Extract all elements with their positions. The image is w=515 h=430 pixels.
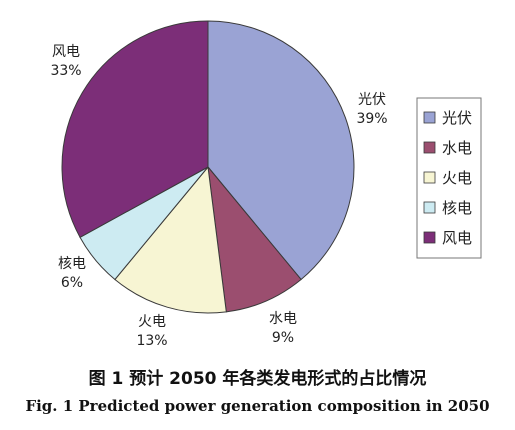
slice-label-name-5: 风电 [52, 44, 80, 60]
legend-label-4: 核电 [442, 199, 472, 217]
figure-caption-english: Fig. 1 Predicted power generation compos… [25, 397, 490, 415]
pie-slice-3 [114, 165, 227, 314]
pie-slice-2 [207, 165, 302, 313]
pie-slices [61, 20, 355, 314]
figure-caption-chinese: 图 1 预计 2050 年各类发电形式的占比情况 [88, 369, 427, 389]
slice-label-value-5: 33% [50, 63, 81, 79]
legend-swatch-4 [423, 201, 436, 214]
slice-label-name-1: 光伏 [358, 92, 386, 108]
slice-label-value-4: 6% [61, 275, 83, 291]
slice-label-name-4: 核电 [58, 256, 86, 272]
slice-label-name-3: 火电 [138, 314, 166, 330]
legend-swatch-5 [423, 231, 436, 244]
pie-slice-5 [61, 20, 209, 239]
legend-swatch-2 [423, 141, 436, 154]
slice-label-value-3: 13% [136, 333, 167, 349]
slice-label-value-2: 9% [272, 330, 294, 346]
legend-swatch-3 [423, 171, 436, 184]
legend-label-1: 光伏 [442, 109, 472, 127]
slice-label-value-1: 39% [356, 111, 387, 127]
legend-swatch-1 [423, 111, 436, 124]
legend-label-2: 水电 [442, 139, 472, 157]
pie-slice-1 [207, 20, 355, 281]
legend-label-5: 风电 [442, 229, 472, 247]
slice-label-name-2: 水电 [269, 311, 297, 327]
slice-labels: 光伏 39% 水电 9% 火电 13% 核电 6% 风电 33% [50, 44, 387, 349]
legend-label-3: 火电 [442, 169, 472, 187]
